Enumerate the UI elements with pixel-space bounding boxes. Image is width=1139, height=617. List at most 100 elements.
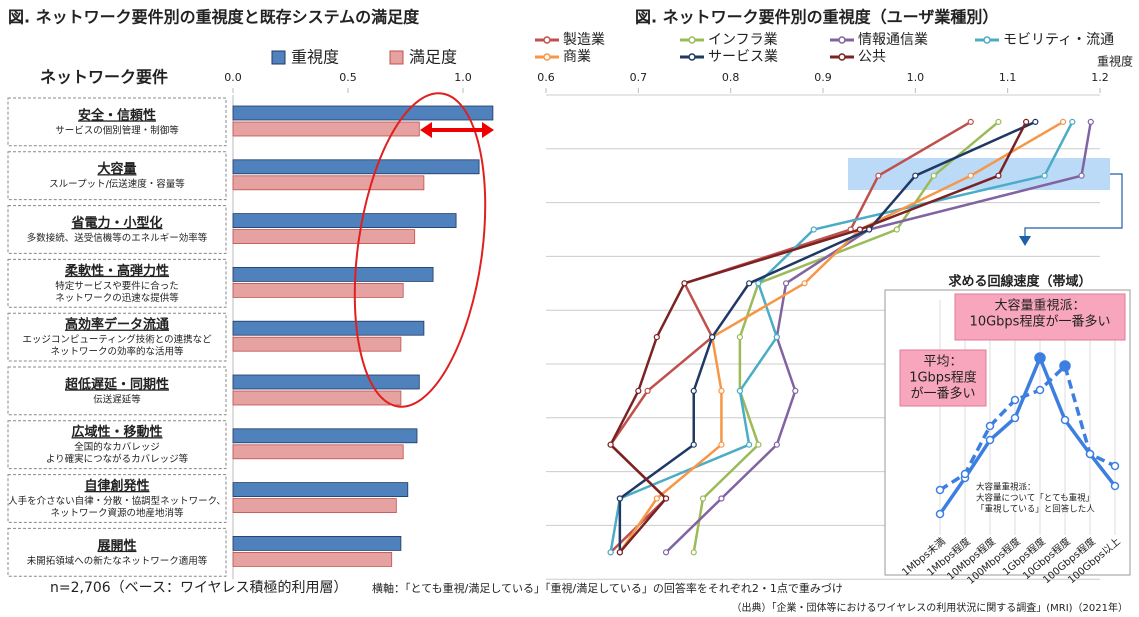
point <box>690 441 697 448</box>
annotation-box <box>899 349 987 407</box>
point <box>699 495 707 502</box>
x-tick-label: 0.5 <box>339 71 357 84</box>
legend-label: 製造業 <box>563 32 605 48</box>
category-description: サービスの個別管理・制御等 <box>55 124 179 136</box>
bar <box>232 498 397 514</box>
point <box>1060 415 1070 425</box>
bar <box>232 482 409 498</box>
point <box>653 334 660 341</box>
point <box>801 280 808 287</box>
point <box>995 172 1002 179</box>
point <box>1110 461 1120 471</box>
x-tick-label: 1.1 <box>999 71 1017 84</box>
point <box>1069 118 1076 126</box>
legend-label: 重視度 <box>291 48 339 67</box>
category-box <box>7 205 227 254</box>
point <box>1087 118 1094 126</box>
inset-title: 求める回線速度（帯域） <box>948 274 1091 290</box>
bar <box>232 428 418 444</box>
point <box>935 509 945 519</box>
category-name: 高効率データ流通 <box>65 317 169 333</box>
chart-title: 図. ネットワーク要件別の重視度と既存システムの満足度 <box>8 8 420 27</box>
bar <box>232 444 404 460</box>
legend-marker <box>838 36 846 44</box>
bar <box>232 536 402 551</box>
legend-swatch <box>389 50 404 65</box>
legend-marker <box>543 36 551 44</box>
category-name: 柔軟性・高弾力性 <box>64 263 169 279</box>
series-line <box>938 353 1117 515</box>
category-box <box>7 312 227 362</box>
point <box>1059 118 1067 126</box>
category-box <box>7 527 227 577</box>
category-box <box>7 258 227 308</box>
annotation-text: 平均： <box>923 355 962 370</box>
bar <box>232 552 393 567</box>
point <box>773 441 780 448</box>
point <box>1059 360 1071 372</box>
category-name: 省電力・小型化 <box>70 215 162 231</box>
point <box>1035 385 1045 395</box>
point <box>995 118 1002 126</box>
point <box>856 226 864 233</box>
point <box>755 280 762 287</box>
category-description: 未開拓領域への新たなネットワーク適用等 <box>27 555 208 567</box>
category-box <box>7 97 227 147</box>
bar <box>232 213 457 229</box>
point <box>718 441 725 448</box>
category-name: 超低遅延・同期性 <box>65 376 169 392</box>
point <box>1085 449 1095 459</box>
connector-head <box>1019 236 1031 246</box>
highlight-band <box>848 158 1110 190</box>
point <box>607 441 614 448</box>
category-name: 展開性 <box>97 538 136 554</box>
legend-marker <box>983 36 991 44</box>
bar <box>232 159 480 175</box>
category-description: 伝送遅延等 <box>93 393 141 405</box>
point <box>1078 172 1085 179</box>
point <box>875 172 882 179</box>
point <box>930 172 937 179</box>
category-description: より確実につながるカバレッジ等 <box>46 453 189 465</box>
bar <box>232 320 425 336</box>
point <box>718 387 725 394</box>
point <box>1023 118 1030 126</box>
annotation-text: 「重視している」と回答した人 <box>976 504 1095 515</box>
point <box>681 280 688 287</box>
category-description: 全国的なカバレッジ <box>74 441 160 453</box>
x-tick-label: 0.6 <box>537 71 555 84</box>
point <box>662 495 670 502</box>
legend-marker <box>688 36 696 44</box>
point <box>985 435 995 445</box>
category-description: ネットワークの効率的な活用等 <box>50 346 184 358</box>
point <box>616 549 623 556</box>
source: （出典）「企業・団体等におけるワイヤレスの利用状況に関する調査」(MRI)（20… <box>732 601 1128 614</box>
connector <box>1024 173 1123 240</box>
bar <box>232 282 404 298</box>
category-description: スループット/伝送速度・容量等 <box>49 178 185 190</box>
bar <box>232 374 420 390</box>
point <box>653 495 660 502</box>
point <box>746 280 753 287</box>
point <box>967 172 974 179</box>
legend-marker <box>838 53 846 61</box>
legend-label: 情報通信業 <box>858 32 928 48</box>
category-name: 安全・信頼性 <box>78 107 156 123</box>
point <box>709 334 716 341</box>
legend-label: インフラ業 <box>708 32 778 48</box>
point <box>1034 352 1046 364</box>
point <box>792 387 799 394</box>
category-box <box>7 420 227 470</box>
point <box>662 549 670 556</box>
category-box <box>7 366 227 416</box>
category-description: ネットワーク資源の地産地消等 <box>50 507 184 519</box>
point <box>893 226 900 233</box>
annotation-box <box>954 293 1126 341</box>
point <box>616 495 623 502</box>
point <box>967 118 974 126</box>
category-description: 特定サービスや要件に合った <box>55 280 179 292</box>
point <box>912 172 919 179</box>
bar <box>232 105 494 121</box>
legend-label: 満足度 <box>409 48 457 67</box>
